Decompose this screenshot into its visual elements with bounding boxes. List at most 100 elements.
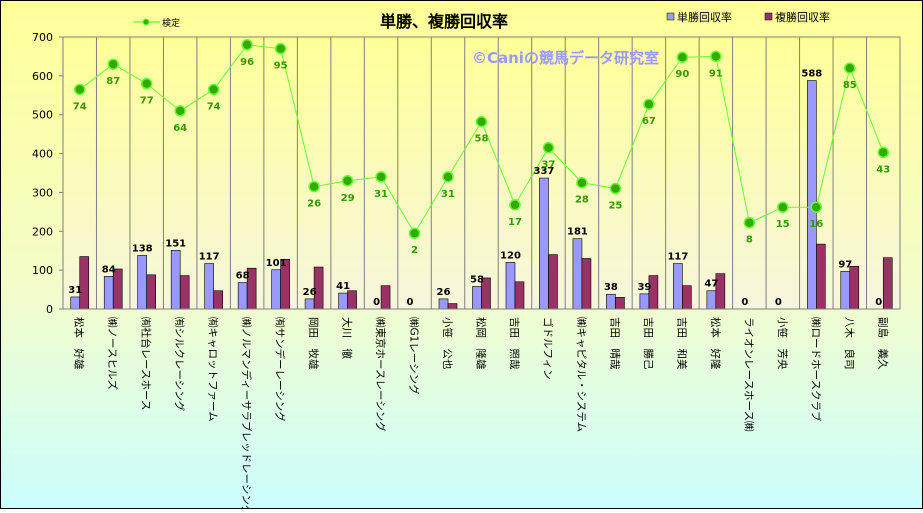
bar-place [615, 297, 625, 310]
x-tick-label: ゴドルフィン [541, 317, 554, 380]
bar-single [673, 263, 683, 310]
bar-value-label: 58 [470, 274, 484, 285]
x-tick-label: ㈲サンデーレーシング [274, 317, 287, 422]
y-tick-label: 300 [32, 186, 53, 199]
bar-value-label: 41 [336, 281, 350, 292]
line-value-label: 26 [307, 199, 321, 210]
x-tick-label: ㈲社台レースホース [140, 317, 153, 410]
x-tick-label: 小笹 公也 [441, 317, 454, 370]
bar-single [639, 293, 650, 310]
bar-place [213, 290, 223, 310]
line-value-label: 96 [240, 57, 254, 68]
x-tick-label: 松本 好雄 [73, 317, 86, 370]
line-value-label: 31 [374, 189, 388, 200]
line-value-label: 15 [776, 219, 790, 230]
bar-place [380, 285, 391, 310]
bar-single [706, 290, 717, 310]
line-marker [710, 50, 722, 63]
bar-single [170, 250, 181, 310]
bar-place [179, 275, 190, 310]
y-tick-label: 200 [32, 225, 53, 238]
line-marker [341, 175, 354, 187]
line-value-label: 74 [73, 101, 87, 112]
line-value-label: 16 [809, 219, 823, 230]
line-value-label: 29 [341, 193, 355, 204]
bar-single [539, 177, 549, 310]
x-tick-label: 岡田 牧雄 [307, 317, 320, 370]
line-value-label: 64 [173, 123, 187, 134]
bar-place [849, 265, 860, 310]
legend-bar1-label: 単勝回収率 [677, 10, 732, 24]
bar-single [271, 269, 281, 310]
bar-value-label: 0 [775, 297, 782, 308]
y-tick-label: 500 [32, 109, 53, 122]
bar-value-label: 117 [667, 252, 688, 263]
line-marker [274, 42, 287, 55]
line-value-label: 8 [746, 235, 753, 246]
bar-place [447, 303, 458, 310]
line-value-label: 95 [274, 61, 288, 72]
line-marker [475, 115, 488, 128]
line-marker [609, 182, 622, 195]
line-marker [542, 141, 555, 154]
bar-value-label: 588 [801, 69, 822, 80]
bar-value-label: 26 [437, 287, 451, 298]
line-marker [810, 201, 823, 213]
line-marker [509, 199, 521, 211]
y-tick-label: 100 [32, 264, 53, 277]
y-tick-label: 400 [32, 148, 53, 161]
bar-value-label: 120 [500, 250, 521, 261]
line-marker [140, 77, 153, 90]
bar-single [472, 286, 482, 310]
x-tick-label: 吉田 照哉 [508, 317, 521, 370]
legend-bar2-label: 複勝回収率 [775, 10, 830, 24]
bar-value-label: 0 [373, 297, 380, 308]
bar-single [606, 293, 616, 310]
bar-place [146, 274, 156, 310]
line-value-label: 43 [876, 164, 890, 175]
bar-value-label: 337 [534, 166, 555, 177]
bar-place [514, 281, 525, 310]
line-value-label: 91 [709, 68, 723, 79]
bar-single [438, 298, 449, 310]
bar-single [304, 298, 315, 310]
line-value-label: 17 [508, 217, 522, 228]
line-marker [576, 176, 588, 189]
legend-bar2-swatch [764, 12, 773, 21]
line-marker [844, 62, 856, 74]
x-tick-label: ㈱G1レーシング [408, 317, 421, 395]
bar-value-label: 47 [704, 279, 718, 290]
line-value-label: 87 [106, 76, 120, 87]
x-tick-label: ㈱キャピタル・システム [575, 317, 587, 432]
x-tick-label: 小笹 芳央 [776, 317, 789, 370]
x-tick-label: 松本 好隆 [709, 317, 722, 370]
chart-title: 単勝、複勝回収率 [380, 12, 508, 31]
line-value-label: 25 [608, 201, 622, 212]
bar-single [840, 271, 851, 310]
line-marker [174, 105, 186, 117]
line-marker [241, 39, 253, 51]
line-marker [308, 180, 320, 193]
line-marker [442, 171, 454, 183]
legend-line-marker [142, 18, 150, 26]
line-marker [777, 201, 789, 213]
legend-bar1-swatch [666, 12, 675, 21]
x-tick-label: 副島 義久 [876, 317, 889, 370]
y-tick-label: 700 [32, 31, 53, 44]
bar-value-label: 0 [407, 297, 414, 308]
bar-value-label: 68 [236, 271, 250, 282]
bar-place [815, 243, 826, 310]
bar-value-label: 181 [567, 227, 588, 238]
bar-value-label: 31 [68, 285, 82, 296]
bar-single [204, 263, 214, 310]
x-tick-label: ㈱東京ホースレーシング [374, 317, 387, 432]
x-tick-label: ㈱ノルマンディーサラブレッドレーシング [240, 317, 253, 509]
bar-value-label: 38 [604, 282, 618, 293]
x-tick-label: 八木 良司 [843, 317, 856, 370]
bar-place [882, 257, 893, 310]
legend: 検定 単勝回収率 複勝回収率 [133, 10, 830, 29]
x-tick-label: ㈲シルクレーシング [173, 317, 186, 412]
x-tick-label: ㈱ロードホースクラブ [809, 317, 822, 422]
line-marker [408, 227, 421, 239]
